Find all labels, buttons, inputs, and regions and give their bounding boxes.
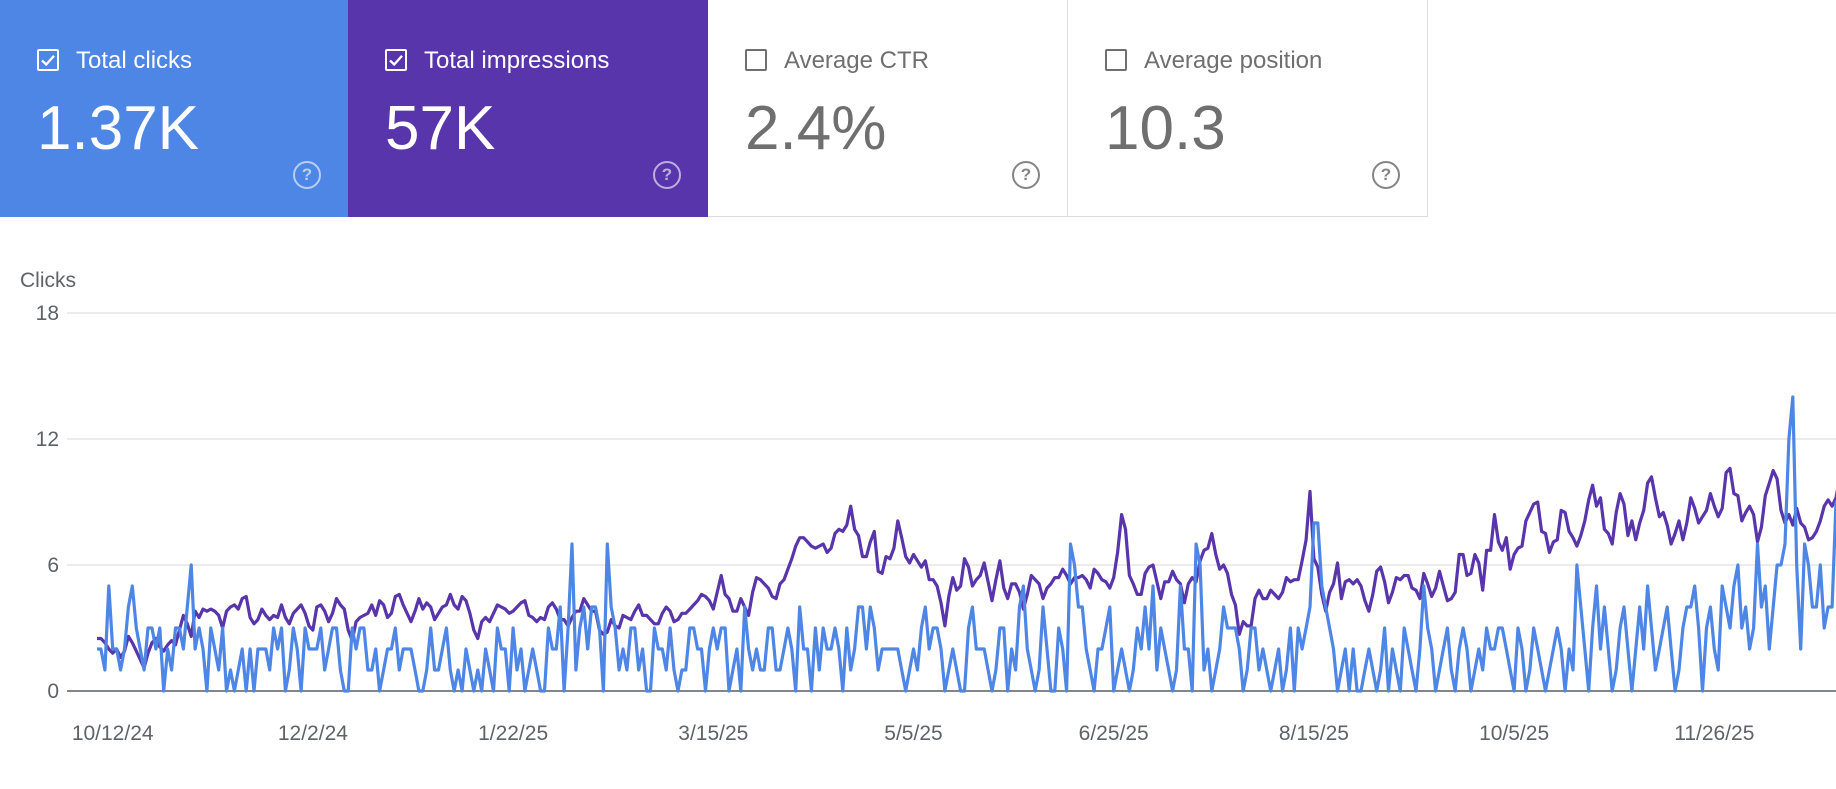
total-clicks-label: Total clicks — [76, 47, 193, 74]
total-clicks-value: 1.37K — [37, 94, 200, 163]
x-tick-labels: 10/12/24 12/2/24 1/22/25 3/15/25 5/5/25 6/25/… — [72, 722, 1755, 745]
y-tick-label: 18 — [36, 302, 59, 325]
performance-chart: Clicks 0 6 12 18 10/12/24 12/2/24 1/22/25 3/15… — [0, 217, 1836, 784]
total-impressions-card[interactable]: Total impressions 57K ? — [348, 0, 708, 217]
average-position-card[interactable]: Average position 10.3 ? — [1068, 0, 1428, 217]
average-ctr-checkbox[interactable] — [745, 49, 767, 71]
checkmark-icon — [389, 55, 403, 67]
metric-cards: Total clicks 1.37K ? Total impressions 5… — [0, 0, 1428, 217]
help-icon[interactable]: ? — [1012, 161, 1040, 189]
x-tick-label: 5/5/25 — [884, 722, 942, 745]
x-tick-label: 10/5/25 — [1479, 722, 1549, 745]
y-tick-label: 12 — [36, 428, 59, 451]
x-tick-label: 3/15/25 — [678, 722, 748, 745]
x-tick-label: 1/22/25 — [478, 722, 548, 745]
series-line — [97, 395, 1836, 693]
y-tick-labels: 0 6 12 18 — [36, 302, 59, 703]
x-tick-label: 6/25/25 — [1079, 722, 1149, 745]
average-ctr-label: Average CTR — [784, 47, 929, 74]
average-ctr-card[interactable]: Average CTR 2.4% ? — [708, 0, 1068, 217]
total-clicks-card[interactable]: Total clicks 1.37K ? — [0, 0, 348, 217]
gridlines — [67, 312, 1836, 692]
total-impressions-label: Total impressions — [424, 47, 610, 74]
help-icon[interactable]: ? — [1372, 161, 1400, 189]
chart-svg: Clicks 0 6 12 18 10/12/24 12/2/24 1/22/25 3/15… — [20, 269, 1836, 745]
total-impressions-value: 57K — [385, 94, 496, 163]
total-impressions-checkbox[interactable] — [385, 49, 407, 71]
help-icon[interactable]: ? — [293, 161, 321, 189]
y-axis-label: Clicks — [20, 269, 76, 292]
x-tick-label: 11/26/25 — [1674, 722, 1754, 745]
total-clicks-checkbox[interactable] — [37, 49, 59, 71]
help-icon[interactable]: ? — [653, 161, 681, 189]
y-tick-label: 6 — [47, 554, 59, 577]
y-tick-label: 0 — [47, 680, 59, 703]
x-tick-label: 10/12/24 — [72, 722, 154, 745]
average-position-value: 10.3 — [1105, 94, 1226, 163]
checkmark-icon — [41, 55, 55, 67]
x-tick-label: 12/2/24 — [278, 722, 348, 745]
average-position-label: Average position — [1144, 47, 1323, 74]
series-lines — [97, 395, 1836, 693]
average-ctr-value: 2.4% — [745, 94, 887, 163]
series-line — [97, 466, 1836, 670]
x-tick-label: 8/15/25 — [1279, 722, 1349, 745]
average-position-checkbox[interactable] — [1105, 49, 1127, 71]
